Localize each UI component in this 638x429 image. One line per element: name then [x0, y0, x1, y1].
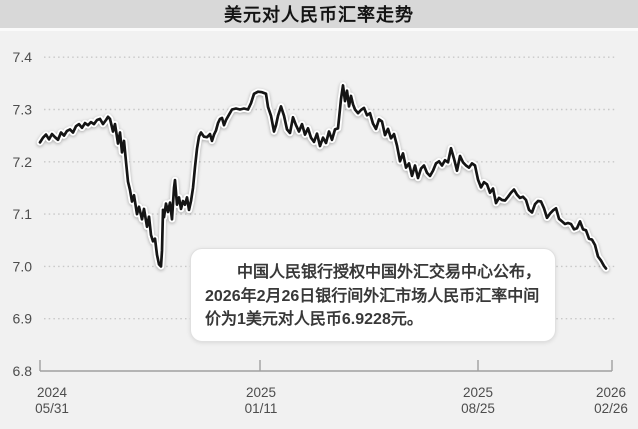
- x-axis-label-date: 05/31: [35, 401, 69, 416]
- annotation-box: 中国人民银行授权中国外汇交易中心公布， 2026年2月26日银行间外汇市场人民币…: [190, 248, 556, 342]
- title-separator: [0, 28, 638, 31]
- x-axis-label-date: 01/11: [245, 401, 278, 416]
- y-axis-label: 7.2: [13, 154, 33, 170]
- title-bar: 美元对人民币汇率走势: [0, 0, 638, 28]
- x-axis-label-year: 2025: [246, 385, 276, 400]
- x-axis-label-year: 2026: [596, 385, 626, 400]
- y-axis-label: 7.4: [13, 49, 33, 65]
- y-axis-label: 6.8: [13, 363, 33, 379]
- y-axis-label: 7.1: [13, 206, 33, 222]
- x-axis-label-date: 08/25: [461, 401, 495, 416]
- annotation-line: 价为1美元对人民币6.9228元。: [205, 311, 423, 328]
- page-title: 美元对人民币汇率走势: [224, 5, 414, 25]
- x-axis-label-year: 2025: [463, 385, 493, 400]
- y-axis-label: 7.0: [13, 258, 33, 274]
- rate-line-halo: [36, 82, 610, 272]
- y-axis-label: 7.3: [13, 102, 33, 118]
- annotation-line: 2026年2月26日银行间外汇市场人民币汇率中间: [205, 287, 540, 305]
- x-axis-label-date: 02/26: [594, 401, 628, 416]
- annotation-line: 中国人民银行授权中国外汇交易中心公布，: [237, 264, 542, 281]
- x-axis-label-year: 2024: [37, 385, 68, 400]
- rate-line: [38, 84, 608, 270]
- y-axis-label: 6.9: [13, 311, 33, 327]
- rate-line-group: [36, 82, 610, 272]
